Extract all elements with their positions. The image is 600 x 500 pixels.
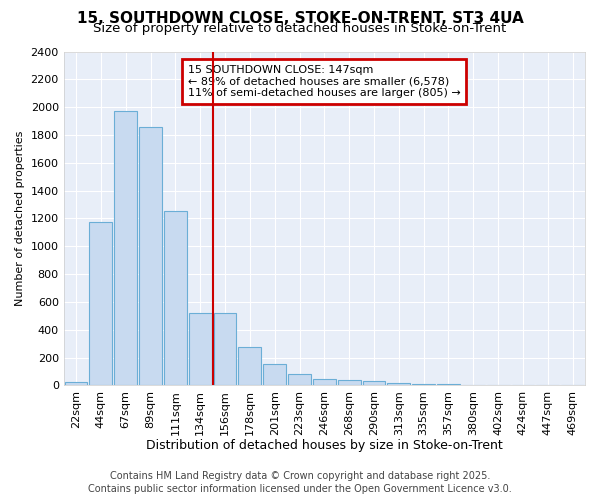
Bar — [263, 364, 286, 386]
Bar — [338, 380, 361, 386]
Bar — [214, 313, 236, 386]
Text: 15, SOUTHDOWN CLOSE, STOKE-ON-TRENT, ST3 4UA: 15, SOUTHDOWN CLOSE, STOKE-ON-TRENT, ST3… — [77, 11, 523, 26]
Text: 15 SOUTHDOWN CLOSE: 147sqm
← 89% of detached houses are smaller (6,578)
11% of s: 15 SOUTHDOWN CLOSE: 147sqm ← 89% of deta… — [188, 65, 461, 98]
Bar — [362, 381, 385, 386]
Bar — [89, 222, 112, 386]
Text: Contains HM Land Registry data © Crown copyright and database right 2025.
Contai: Contains HM Land Registry data © Crown c… — [88, 471, 512, 494]
Bar — [412, 384, 435, 386]
Bar — [139, 128, 162, 386]
Bar — [164, 212, 187, 386]
Bar — [65, 382, 88, 386]
Y-axis label: Number of detached properties: Number of detached properties — [15, 130, 25, 306]
Bar — [388, 384, 410, 386]
Text: Size of property relative to detached houses in Stoke-on-Trent: Size of property relative to detached ho… — [94, 22, 506, 35]
Bar — [313, 379, 336, 386]
X-axis label: Distribution of detached houses by size in Stoke-on-Trent: Distribution of detached houses by size … — [146, 440, 503, 452]
Bar — [115, 110, 137, 386]
Bar — [189, 313, 212, 386]
Bar — [288, 374, 311, 386]
Bar — [238, 347, 261, 386]
Bar — [437, 384, 460, 386]
Bar — [462, 384, 485, 386]
